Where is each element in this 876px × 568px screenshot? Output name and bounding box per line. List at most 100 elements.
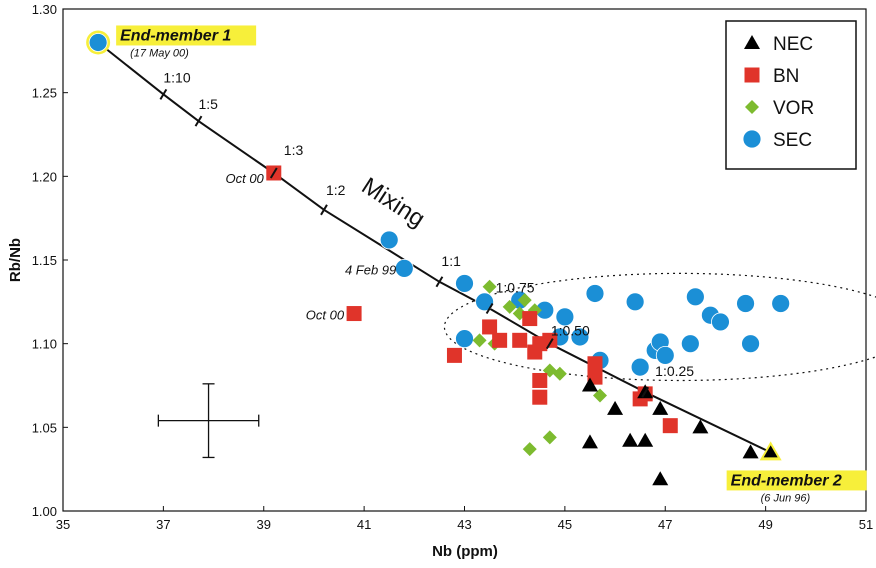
vor-point bbox=[517, 293, 532, 308]
sec-point bbox=[736, 294, 755, 313]
sec-point bbox=[455, 329, 474, 349]
y-tick-label: 1.15 bbox=[32, 253, 57, 268]
vor-point bbox=[502, 299, 517, 314]
y-tick-label: 1.05 bbox=[32, 420, 57, 435]
mixing-ratio-label: 1:0.25 bbox=[655, 363, 694, 379]
legend-label-nec: NEC bbox=[773, 34, 813, 55]
legend-marker-sec bbox=[742, 129, 762, 149]
mixing-ratio-tick bbox=[641, 386, 650, 398]
date-annotation: 4 Feb 99 bbox=[345, 262, 396, 277]
vor-point bbox=[542, 430, 557, 445]
nec-point bbox=[742, 444, 759, 459]
nec-point bbox=[652, 471, 669, 486]
nec-point bbox=[622, 432, 639, 447]
y-tick-label: 1.20 bbox=[32, 169, 57, 184]
mixing-ratio-label: 1:5 bbox=[199, 96, 219, 112]
y-tick-label: 1.30 bbox=[32, 2, 57, 17]
legend-marker-vor bbox=[745, 100, 759, 114]
dotted-ellipse-outline bbox=[443, 272, 876, 382]
nec-point bbox=[581, 434, 598, 449]
end-member-1-label: End-member 1 bbox=[120, 27, 231, 44]
mixing-ratio-tick bbox=[485, 303, 494, 315]
x-tick-label: 39 bbox=[257, 517, 271, 532]
date-annotation: Oct 00 bbox=[225, 171, 264, 186]
vor-point bbox=[593, 388, 608, 403]
y-axis-label: Rb/Nb bbox=[7, 238, 24, 282]
error-bar bbox=[157, 383, 260, 459]
mixing-ratio-tick bbox=[545, 338, 554, 350]
sec-point bbox=[655, 345, 675, 365]
legend-label-bn: BN bbox=[773, 66, 799, 87]
vor-point bbox=[482, 279, 497, 294]
bn-point bbox=[492, 332, 508, 348]
end-member-2-label: End-member 2 bbox=[731, 472, 842, 489]
mixing-ratio-tick bbox=[194, 115, 203, 127]
sec-point bbox=[88, 33, 108, 52]
sec-point bbox=[680, 334, 700, 354]
dotted-ellipse bbox=[443, 272, 876, 382]
mixing-ratio-label: 1:3 bbox=[284, 142, 304, 158]
nec-point bbox=[581, 377, 598, 392]
bn-point bbox=[482, 319, 498, 335]
bn-point bbox=[512, 332, 528, 348]
sec-point bbox=[379, 230, 399, 250]
x-tick-label: 41 bbox=[357, 517, 371, 532]
bn-point bbox=[522, 311, 538, 327]
bn-point bbox=[542, 332, 558, 348]
end-member-2-marker bbox=[763, 445, 778, 458]
mixing-ratio-tick bbox=[320, 204, 328, 216]
x-tick-label: 43 bbox=[457, 517, 471, 532]
sec-point bbox=[711, 312, 730, 332]
y-tick-label: 1.10 bbox=[32, 337, 57, 352]
bn-point bbox=[532, 372, 548, 388]
mixing-ratio-tick bbox=[159, 88, 168, 100]
sec-point bbox=[475, 292, 494, 312]
end-member-1-label-highlight bbox=[116, 25, 257, 46]
bn-point bbox=[446, 347, 462, 363]
date-annotation: Oct 00 bbox=[306, 308, 345, 323]
sec-point bbox=[630, 357, 650, 377]
nec-point bbox=[637, 432, 654, 447]
mixing-ratio-label: 1:2 bbox=[326, 182, 346, 198]
bn-point bbox=[532, 389, 548, 405]
vor-point bbox=[472, 333, 487, 348]
bn-point bbox=[346, 306, 362, 322]
sec-point bbox=[771, 294, 791, 313]
end-member-2-date: (6 Jun 96) bbox=[761, 492, 811, 504]
mixing-ratio-label: 1:1 bbox=[441, 253, 461, 269]
y-tick-label: 1.25 bbox=[32, 86, 57, 101]
axes: 35 37 39 41 43 45 47 49 51 1.00 1.05 1.10 1.15 1.20 1.… bbox=[32, 2, 874, 532]
sec-point bbox=[455, 274, 474, 293]
bn-point bbox=[662, 418, 678, 434]
mixing-ratio-label: 1:0.75 bbox=[496, 280, 535, 296]
x-tick-label: 51 bbox=[859, 517, 873, 532]
sec-point bbox=[741, 334, 760, 354]
x-axis-label: Nb (ppm) bbox=[432, 543, 498, 560]
mixing-ratio-label: 1:0.50 bbox=[551, 323, 590, 339]
x-tick-label: 45 bbox=[558, 517, 572, 532]
x-tick-label: 49 bbox=[758, 517, 772, 532]
mixing-label: Mixing bbox=[357, 172, 430, 232]
sec-point bbox=[585, 284, 605, 303]
sec-point bbox=[685, 287, 705, 307]
end-member-1-date: (17 May 00) bbox=[130, 47, 189, 59]
nec-point bbox=[652, 400, 669, 415]
legend-marker-bn bbox=[744, 67, 760, 83]
x-tick-label: 47 bbox=[658, 517, 672, 532]
data-points bbox=[86, 30, 791, 486]
nec-point bbox=[692, 419, 709, 434]
sec-point bbox=[555, 307, 575, 327]
vor-point bbox=[552, 366, 567, 381]
end-member-2-label-highlight bbox=[726, 470, 867, 491]
x-tick-label: 37 bbox=[156, 517, 170, 532]
legend-label-sec: SEC bbox=[773, 130, 812, 151]
vor-point bbox=[522, 442, 537, 457]
x-tick-label: 35 bbox=[56, 517, 70, 532]
y-tick-label: 1.00 bbox=[32, 504, 57, 519]
mixing-ratio-label: 1:10 bbox=[163, 69, 190, 85]
mixing-ratio-tick bbox=[269, 167, 278, 179]
legend-label-vor: VOR bbox=[773, 98, 814, 119]
bn-point bbox=[587, 356, 603, 372]
legend-marker-nec bbox=[744, 35, 760, 49]
